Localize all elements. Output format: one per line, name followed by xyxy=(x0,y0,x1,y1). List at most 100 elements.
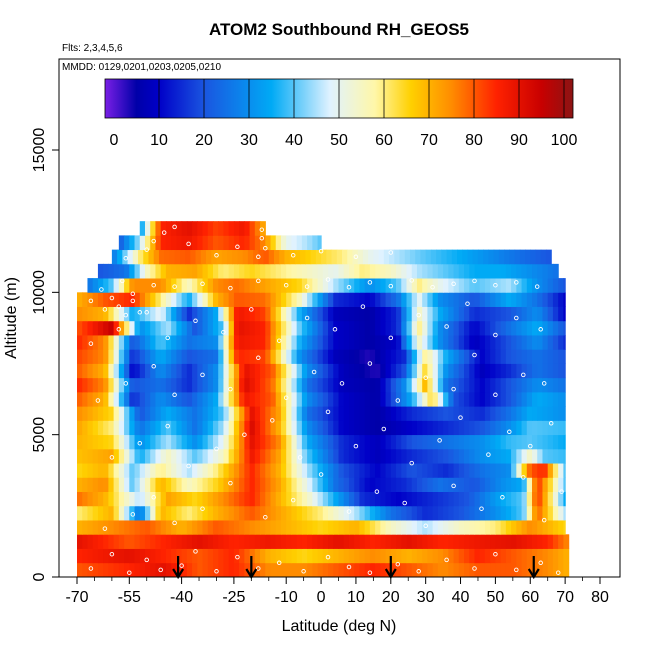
heatmap-cell xyxy=(280,406,287,421)
heatmap-cell xyxy=(380,448,387,464)
heatmap-cell xyxy=(260,562,266,577)
heatmap-cell xyxy=(139,377,146,393)
heatmap-cell xyxy=(505,534,512,549)
observation-point xyxy=(325,554,331,560)
heatmap-cell xyxy=(134,335,141,350)
heatmap-cell xyxy=(375,491,381,507)
heatmap-cell xyxy=(542,292,549,307)
heatmap-cell xyxy=(296,263,303,279)
heatmap-cell xyxy=(286,477,293,492)
heatmap-cell xyxy=(197,448,204,464)
heatmap-cell xyxy=(511,434,517,450)
heatmap-cell xyxy=(537,505,544,521)
heatmap-cell xyxy=(437,534,444,549)
heatmap-cell xyxy=(500,434,507,450)
heatmap-cell xyxy=(322,448,329,464)
heatmap-cell xyxy=(197,491,204,507)
heatmap-cell xyxy=(228,520,235,535)
heatmap-cell xyxy=(296,505,303,521)
heatmap-cell xyxy=(82,406,89,421)
heatmap-cell xyxy=(416,520,423,535)
heatmap-cell xyxy=(500,391,507,407)
heatmap-cell xyxy=(380,363,387,379)
heatmap-cell xyxy=(291,448,298,464)
heatmap-cell xyxy=(333,520,340,535)
heatmap-cell xyxy=(479,448,486,464)
heatmap-cell xyxy=(479,562,486,577)
heatmap-cell xyxy=(218,263,225,279)
heatmap-cell xyxy=(82,534,89,549)
heatmap-cell xyxy=(118,406,125,421)
heatmap-cell xyxy=(87,477,94,492)
heatmap-cell xyxy=(552,434,559,450)
heatmap-cell xyxy=(244,391,251,407)
heatmap-cell xyxy=(430,249,437,265)
heatmap-cell xyxy=(427,292,434,307)
heatmap-cell xyxy=(176,221,183,236)
heatmap-cell xyxy=(563,548,570,564)
heatmap-row xyxy=(77,363,566,379)
heatmap-cell xyxy=(448,335,455,350)
heatmap-cell xyxy=(186,477,193,492)
heatmap-cell xyxy=(286,306,293,322)
heatmap-cell xyxy=(239,377,245,393)
observation-point xyxy=(318,472,324,477)
heatmap-cell xyxy=(532,363,538,379)
heatmap-cell xyxy=(547,477,554,492)
heatmap-cell xyxy=(411,363,418,379)
heatmap-cell xyxy=(542,520,549,535)
heatmap-row xyxy=(77,520,566,535)
heatmap-cell xyxy=(186,406,193,421)
heatmap-cell xyxy=(317,534,324,549)
heatmap-cell xyxy=(343,420,350,436)
heatmap-cell xyxy=(192,292,198,307)
heatmap-cell xyxy=(354,278,361,293)
heatmap-cell xyxy=(103,534,109,549)
heatmap-cell xyxy=(532,263,538,279)
heatmap-cell xyxy=(291,263,298,279)
heatmap-cell xyxy=(181,335,188,350)
heatmap-cell xyxy=(437,335,444,350)
heatmap-cell xyxy=(223,391,230,407)
heatmap-cell xyxy=(265,548,272,564)
heatmap-cell xyxy=(396,292,402,307)
heatmap-cell xyxy=(443,278,449,293)
heatmap-cell xyxy=(103,548,109,564)
observation-point xyxy=(137,310,143,315)
heatmap-cell xyxy=(260,278,266,293)
heatmap-cell xyxy=(87,463,94,478)
heatmap-cell xyxy=(202,463,209,478)
heatmap-cell xyxy=(427,477,434,492)
heatmap-cell xyxy=(505,548,512,564)
heatmap-cell xyxy=(411,320,418,336)
heatmap-cell xyxy=(155,221,162,236)
heatmap-cell xyxy=(181,463,188,478)
heatmap-cell xyxy=(186,448,193,464)
heatmap-cell xyxy=(270,235,277,251)
heatmap-cell xyxy=(458,320,465,336)
heatmap-row xyxy=(77,534,570,549)
observation-point xyxy=(534,284,540,289)
heatmap-cell xyxy=(490,420,496,436)
heatmap-cell xyxy=(474,335,481,350)
heatmap-cell xyxy=(547,391,554,407)
heatmap-cell xyxy=(139,263,146,279)
observation-point xyxy=(172,392,177,398)
heatmap-cell xyxy=(322,391,329,407)
heatmap-cell xyxy=(511,306,517,322)
heatmap-cell xyxy=(437,491,444,507)
heatmap-cell xyxy=(373,249,380,265)
heatmap-cell xyxy=(92,562,99,577)
heatmap-cell xyxy=(265,491,272,507)
heatmap-cell xyxy=(338,562,345,577)
heatmap-cell xyxy=(558,420,564,436)
heatmap-row xyxy=(77,306,566,322)
colorbar-tick-label: 80 xyxy=(465,132,483,149)
heatmap-cell xyxy=(484,278,491,293)
heatmap-cell xyxy=(254,278,261,293)
heatmap-cell xyxy=(479,320,486,336)
heatmap-cell xyxy=(437,448,444,464)
heatmap-cell xyxy=(270,377,277,393)
heatmap-cell xyxy=(479,306,486,322)
heatmap-cell xyxy=(474,292,481,307)
